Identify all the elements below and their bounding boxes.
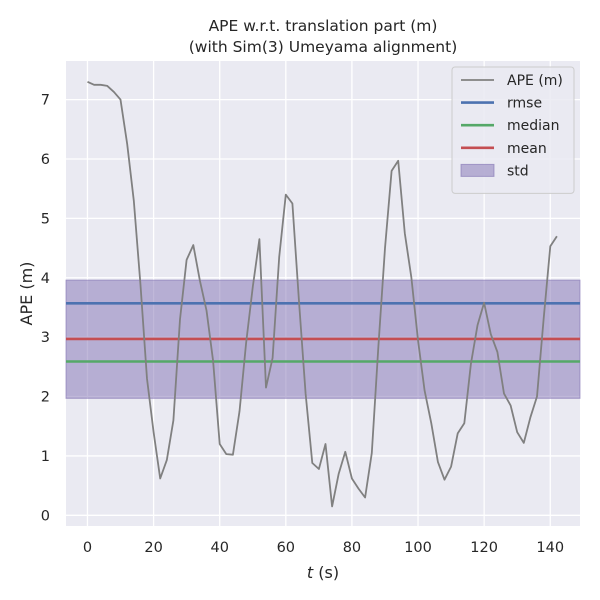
y-tick-label: 4 (41, 271, 50, 287)
series-layer (87, 80, 558, 508)
y-tick-labels: 0 1 2 3 4 5 6 7 (41, 93, 50, 525)
x-tick-label: 140 (536, 540, 564, 556)
legend-label: rmse (507, 96, 542, 112)
y-tick-label: 2 (41, 390, 50, 406)
ape-series-line (87, 80, 558, 508)
x-tick-label: 60 (277, 540, 295, 556)
legend-label: APE (m) (507, 73, 563, 89)
x-axis-label-unit: (s) (313, 563, 339, 582)
x-tick-label: 20 (144, 540, 162, 556)
y-tick-label: 3 (41, 330, 50, 346)
x-tick-labels: 0 20 40 60 80 100 120 140 (83, 540, 564, 556)
legend: APE (m) rmse median mean std (451, 66, 575, 194)
legend-label: std (507, 163, 529, 179)
legend-label: mean (507, 141, 547, 157)
y-tick-label: 5 (41, 211, 50, 227)
chart-title-line1: APE w.r.t. translation part (m) (209, 17, 438, 35)
legend-swatch (460, 163, 495, 177)
x-axis-label-var: t (307, 563, 314, 582)
y-tick-label: 0 (41, 508, 50, 524)
stat-lines-layer (66, 301, 580, 363)
y-tick-label: 1 (41, 449, 50, 465)
y-tick-label: 6 (41, 152, 50, 168)
legend-frame (451, 66, 575, 194)
y-tick-label: 7 (41, 93, 50, 109)
y-axis-label: APE (m) (17, 262, 36, 326)
x-tick-label: 80 (343, 540, 361, 556)
x-axis-label: t (s) (307, 563, 339, 582)
x-tick-label: 0 (83, 540, 92, 556)
chart-title-line2: (with Sim(3) Umeyama alignment) (189, 38, 458, 56)
legend-label: median (507, 118, 559, 134)
x-tick-label: 120 (470, 540, 498, 556)
x-tick-label: 40 (210, 540, 228, 556)
x-tick-label: 100 (404, 540, 432, 556)
